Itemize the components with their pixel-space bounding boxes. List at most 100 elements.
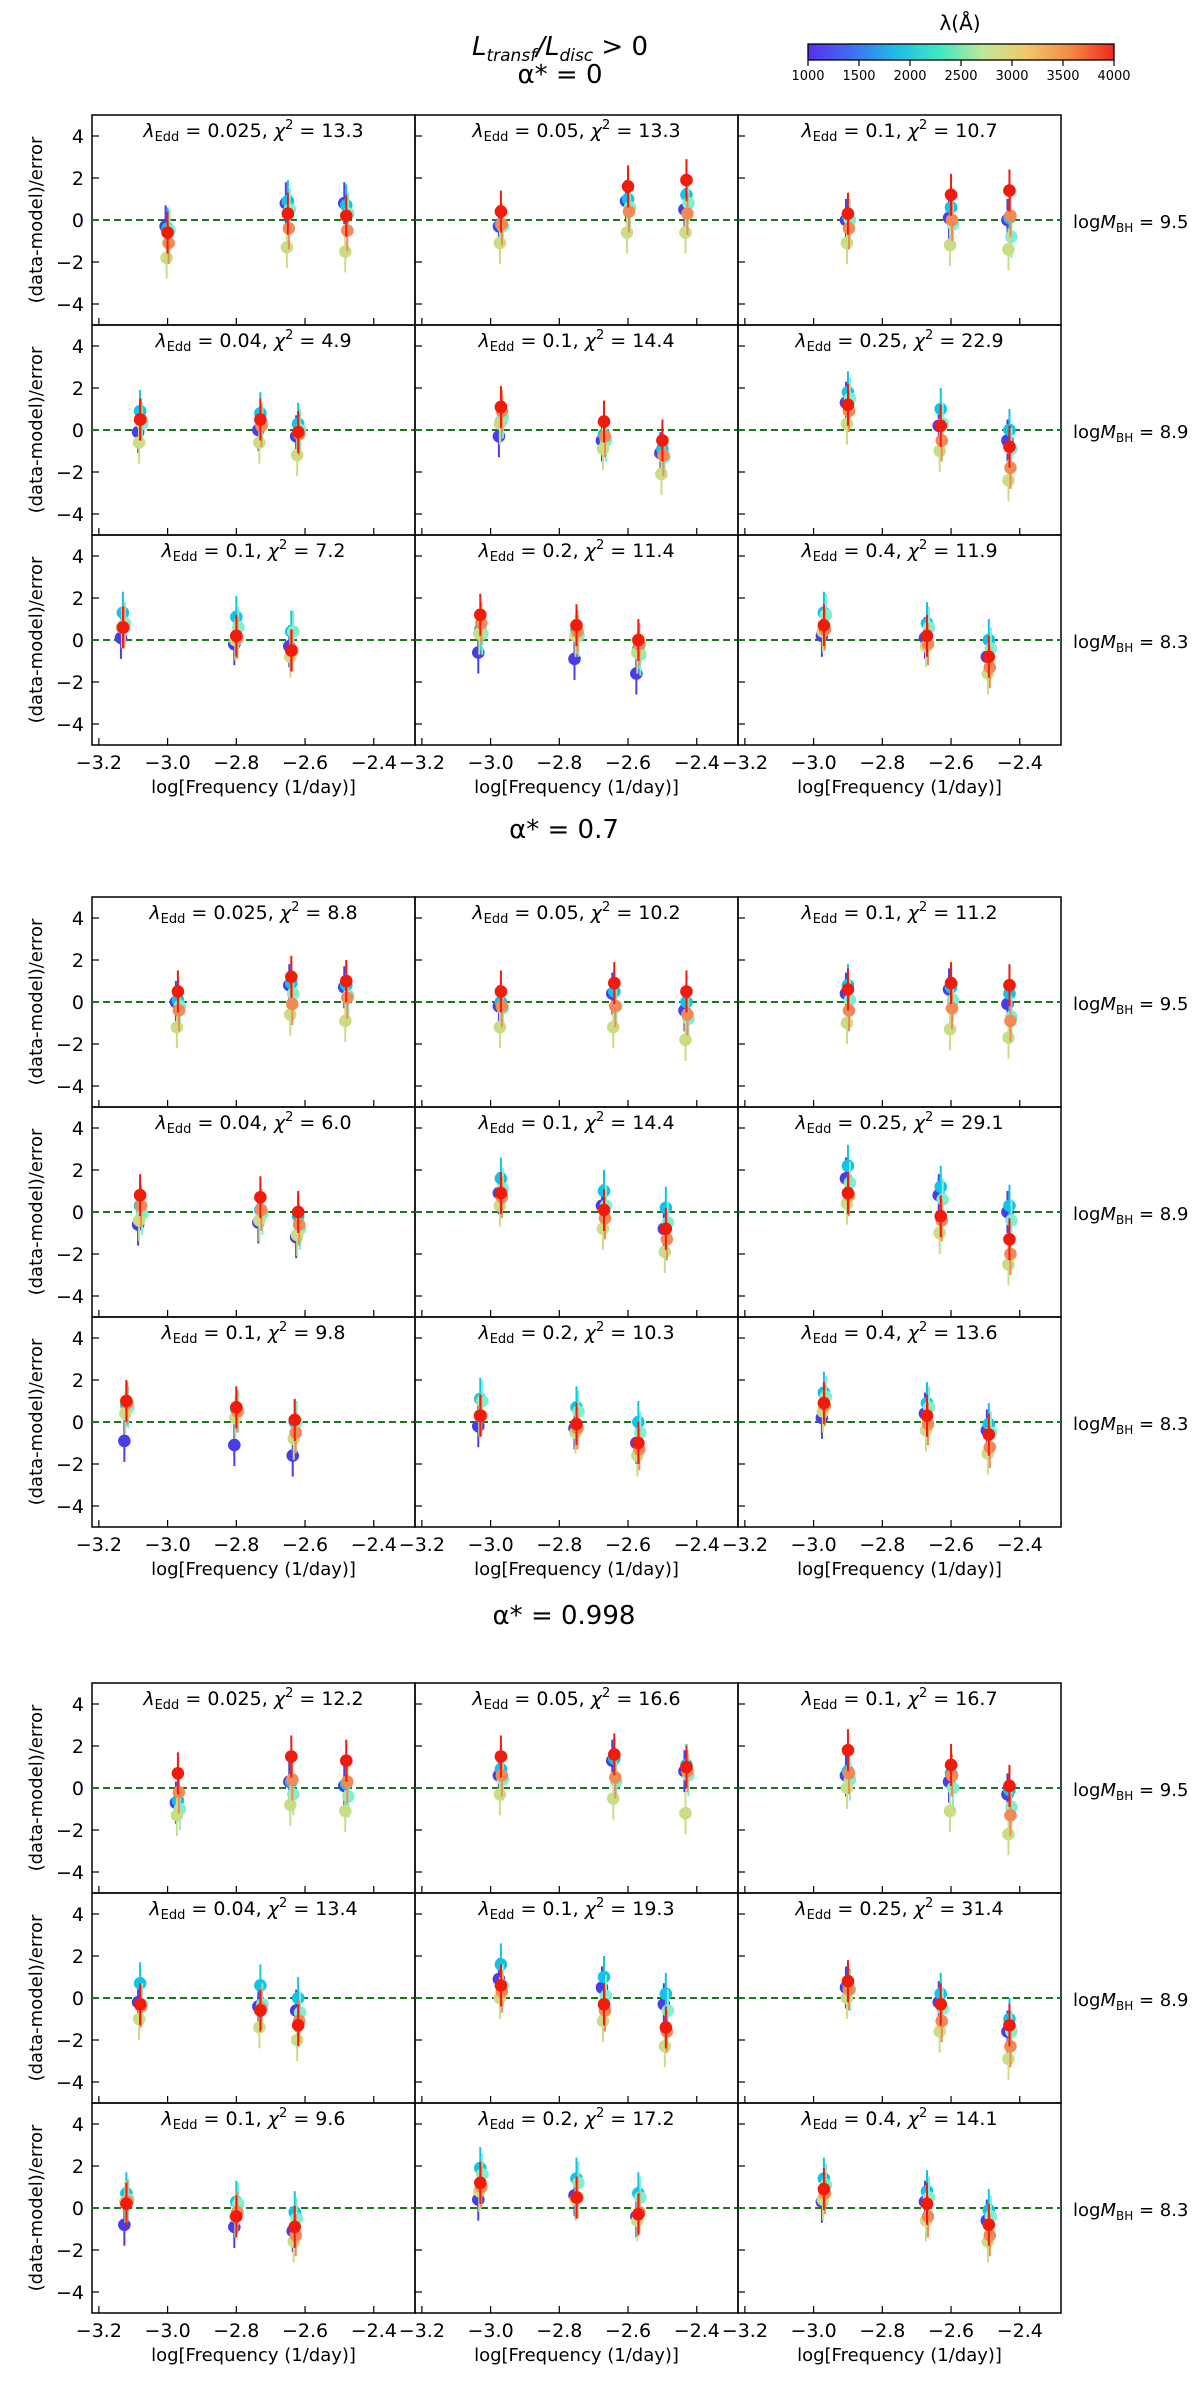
subplot-label: λEdd = 0.05, χ2 = 16.6 (471, 1686, 680, 1713)
data-point (1003, 440, 1016, 454)
data-point (120, 1394, 133, 1408)
y-tick-label: 0 (72, 2198, 84, 2220)
x-tick-label: −3.2 (722, 752, 768, 774)
data-point (495, 1769, 509, 1782)
x-tick-label: −2.8 (536, 1534, 582, 1556)
data-point (608, 999, 622, 1013)
y-tick-label: −2 (56, 1034, 84, 1056)
mass-label: logMBH = 9.5 (1073, 212, 1188, 235)
y-tick-label: −2 (56, 2240, 84, 2262)
x-axis-label: log[Frequency (1/day)] (151, 1559, 356, 1580)
y-tick-label: −4 (56, 1496, 84, 1518)
subplot-r0-c1: λEdd = 0.05, χ2 = 13.3 (414, 114, 739, 326)
subplot-r1-c1: λEdd = 0.1, χ2 = 14.4 (414, 1106, 739, 1318)
subplot-r1-c2: λEdd = 0.25, χ2 = 29.1 logMBH = 8.9 (737, 1106, 1188, 1318)
data-point (1003, 1199, 1016, 1212)
data-point (608, 1771, 622, 1784)
subplot-label: λEdd = 0.025, χ2 = 8.8 (148, 900, 357, 927)
data-point (253, 1214, 266, 1227)
x-tick-label: −3.0 (468, 1534, 514, 1556)
data-point (494, 1979, 508, 1992)
subplot-r1-c0: λEdd = 0.04, χ2 = 4.9 4 2 0 −2 −4 (data-model)… (26, 324, 416, 536)
data-point (291, 2019, 305, 2032)
data-point (920, 2197, 934, 2211)
block-alpha-0.7: α* = 0.7 λEdd = 0.025, χ2 = 8.8 4 2 0 −2 −4 (d… (26, 815, 1188, 1580)
y-tick-label: 0 (72, 1988, 84, 2010)
data-point (1002, 1258, 1015, 1271)
x-tick-label: −3.0 (145, 752, 191, 774)
y-axis-label: (data-model)/error (26, 1338, 47, 1505)
y-tick-label: −2 (56, 1244, 84, 1266)
colorbar-ticks: 1000 1500 2000 2500 3000 3500 4000 (791, 60, 1131, 84)
data-point (934, 419, 948, 433)
data-point (132, 436, 146, 449)
data-point (597, 415, 611, 428)
x-axis-label: log[Frequency (1/day)] (797, 2345, 1002, 2366)
subplot-r1-c0: λEdd = 0.04, χ2 = 6.0 4 2 0 −2 −4 (data-model)… (26, 1106, 416, 1318)
y-tick-label: −4 (56, 1076, 84, 1098)
subplot-label: λEdd = 0.04, χ2 = 13.4 (148, 1896, 357, 1923)
data-point (1003, 1779, 1016, 1793)
data-point (254, 1191, 267, 1204)
colorbar: λ(Å) 1000 1500 2000 2500 3000 3500 4000 (791, 11, 1130, 84)
x-tick-label: −2.8 (536, 2320, 582, 2342)
block-alpha-0: λEdd = 0.025, χ2 = 13.3 4 2 0 −2 −4 (data-mode… (26, 114, 1188, 798)
mass-label: logMBH = 8.3 (1073, 1414, 1188, 1437)
subplot-label: λEdd = 0.025, χ2 = 13.3 (142, 118, 363, 145)
subplot-r1-c1: λEdd = 0.1, χ2 = 14.4 (414, 324, 739, 536)
data-point (570, 1417, 583, 1431)
x-tick-label: −3.2 (76, 1534, 122, 1556)
y-tick-label: −4 (56, 504, 84, 526)
data-point (681, 1008, 694, 1021)
y-tick-label: 4 (72, 2114, 84, 2136)
subplot-label: λEdd = 0.1, χ2 = 9.6 (160, 2106, 345, 2133)
data-point (473, 608, 487, 622)
data-point (171, 1767, 185, 1780)
subplot-r0-c0: λEdd = 0.025, χ2 = 13.3 4 2 0 −2 −4 (data-mode… (26, 114, 416, 326)
data-point (280, 241, 294, 254)
data-point (661, 2004, 675, 2017)
data-point (339, 209, 353, 223)
data-point (817, 1396, 831, 1410)
y-tick-label: 2 (72, 950, 84, 972)
data-point (338, 1014, 352, 1028)
data-point (132, 1214, 146, 1227)
y-tick-label: 2 (72, 1160, 84, 1182)
colorbar-tick-label: 1000 (791, 69, 824, 84)
data-point (841, 1743, 855, 1757)
y-axis-label: (data-model)/error (26, 2124, 47, 2291)
subplot-r1-c2: λEdd = 0.25, χ2 = 31.4 logMBH = 8.9 (737, 1892, 1188, 2104)
subplot-r2-c2: λEdd = 0.4, χ2 = 14.1 −3.2 −3.0 −2.8 −2.6 −2.… (722, 2102, 1188, 2366)
subplot-label: λEdd = 0.25, χ2 = 29.1 (794, 1110, 1003, 1137)
data-point (982, 650, 996, 664)
data-point (230, 629, 243, 643)
y-axis-label: (data-model)/error (26, 1704, 47, 1871)
data-point (933, 444, 947, 458)
colorbar-tick-label: 1500 (842, 69, 875, 84)
data-point (936, 1193, 950, 1206)
y-axis-label: (data-model)/error (26, 918, 47, 1085)
data-point (934, 1180, 948, 1194)
y-tick-label: −2 (56, 1454, 84, 1476)
y-tick-label: 4 (72, 336, 84, 358)
data-point (160, 251, 173, 265)
colorbar-tick-label: 3500 (1046, 69, 1079, 84)
y-tick-label: 0 (72, 420, 84, 442)
data-point (842, 1767, 856, 1780)
data-point (1002, 2052, 1015, 2066)
subplot-r1-c2: λEdd = 0.25, χ2 = 22.9 logMBH = 8.9 (737, 324, 1188, 536)
block-title: α* = 0.998 (493, 1601, 636, 1631)
x-tick-label: −3.0 (791, 1534, 837, 1556)
y-tick-label: 2 (72, 1736, 84, 1758)
data-point (607, 1748, 621, 1761)
colorbar-tick-label: 2000 (893, 69, 926, 84)
data-point (286, 625, 300, 638)
data-point (253, 436, 266, 449)
data-point (622, 205, 636, 218)
data-point (597, 1203, 611, 1217)
subplot-label: λEdd = 0.1, χ2 = 10.7 (800, 118, 997, 145)
data-point (289, 1426, 303, 1439)
mass-label: logMBH = 8.9 (1073, 1990, 1188, 2013)
data-point (1002, 1827, 1015, 1841)
